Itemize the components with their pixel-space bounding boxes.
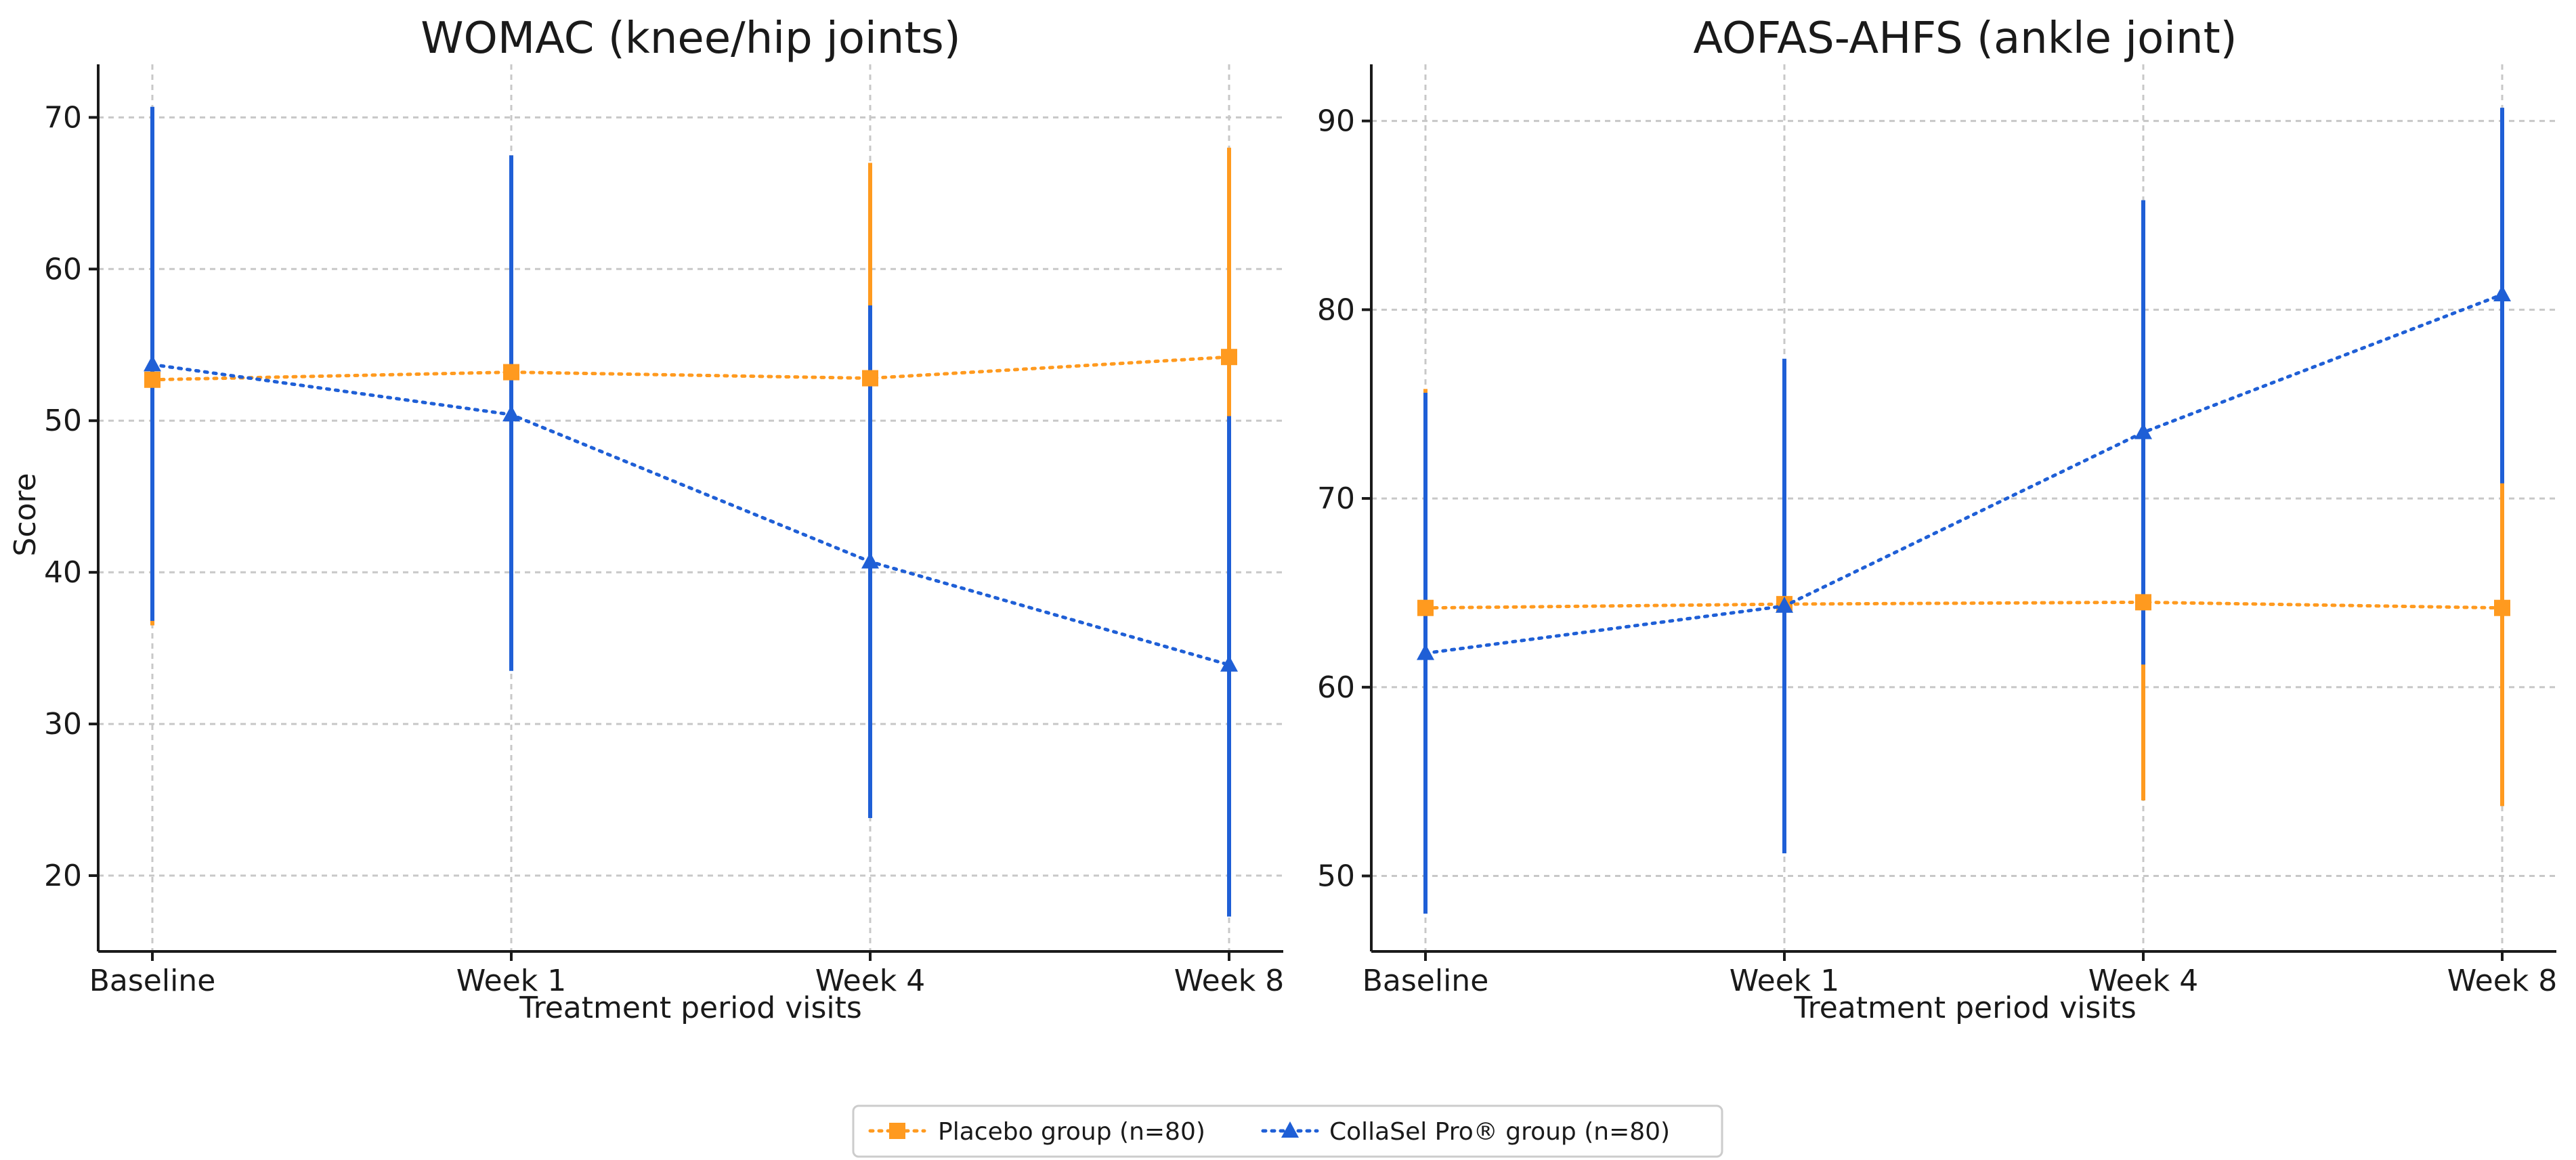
data-point-placebo bbox=[2135, 594, 2151, 611]
data-point-placebo bbox=[862, 370, 878, 387]
data-point-collasel bbox=[2134, 423, 2152, 439]
chart-panel-womac: WOMAC (knee/hip joints) Treatment period… bbox=[8, 14, 1284, 1025]
y-tick-label: 90 bbox=[1317, 104, 1355, 139]
chart-panel-aofas: AOFAS-AHFS (ankle joint) Treatment perio… bbox=[1317, 14, 2557, 1025]
legend: Placebo group (n=80) CollaSel Pro® group… bbox=[852, 1104, 1723, 1158]
data-point-collasel bbox=[1220, 655, 1238, 672]
y-axis-label: Score bbox=[8, 473, 43, 556]
data-point-collasel bbox=[2493, 285, 2511, 302]
data-point-placebo bbox=[2494, 599, 2510, 616]
plot-area: 20 30 40 50 60 70 Baseline Week 1 Week 4 Week 8 bbox=[44, 64, 1284, 998]
series-line-collasel bbox=[1423, 293, 2504, 656]
x-tick-label: Baseline bbox=[89, 964, 216, 998]
y-tick-label: 50 bbox=[1317, 859, 1355, 894]
data-point-placebo bbox=[1417, 599, 1434, 616]
data-point-collasel bbox=[861, 552, 879, 569]
series-line-collasel bbox=[150, 362, 1231, 667]
x-tick-label: Week 4 bbox=[2088, 964, 2199, 998]
legend-label-collasel: CollaSel Pro® group (n=80) bbox=[1329, 1118, 1670, 1146]
x-axis-label: Treatment period visits bbox=[1793, 991, 2137, 1025]
chart-title: AOFAS-AHFS (ankle joint) bbox=[1693, 14, 2237, 64]
y-tick-label: 50 bbox=[44, 404, 82, 438]
data-point-collasel bbox=[1417, 643, 1434, 660]
data-point-placebo bbox=[1221, 349, 1237, 366]
x-axis-label: Treatment period visits bbox=[519, 991, 862, 1025]
y-tick-label: 70 bbox=[44, 100, 82, 135]
y-tick-label: 80 bbox=[1317, 293, 1355, 327]
plot-area: 50 60 70 80 90 Baseline Week 1 Week 4 Week 8 bbox=[1317, 64, 2557, 998]
y-tick-label: 40 bbox=[44, 555, 82, 590]
y-tick-label: 60 bbox=[1317, 670, 1355, 705]
x-tick-label: Baseline bbox=[1362, 964, 1489, 998]
data-point-collasel bbox=[502, 405, 520, 422]
chart-title: WOMAC (knee/hip joints) bbox=[421, 14, 960, 64]
legend-label-placebo: Placebo group (n=80) bbox=[938, 1118, 1205, 1146]
x-tick-label: Week 8 bbox=[2447, 964, 2558, 998]
data-point-collasel bbox=[144, 355, 161, 372]
legend-marker-collasel bbox=[1281, 1121, 1299, 1138]
legend-marker-placebo bbox=[889, 1123, 905, 1139]
y-tick-label: 20 bbox=[44, 859, 82, 893]
y-tick-label: 70 bbox=[1317, 481, 1355, 516]
series-line-placebo bbox=[150, 355, 1231, 382]
y-tick-label: 60 bbox=[44, 252, 82, 286]
x-tick-label: Week 4 bbox=[815, 964, 926, 998]
series-line-placebo bbox=[1423, 600, 2504, 610]
x-tick-label: Week 1 bbox=[456, 964, 567, 998]
x-tick-label: Week 8 bbox=[1174, 964, 1285, 998]
data-point-collasel bbox=[1776, 596, 1793, 613]
y-tick-label: 30 bbox=[44, 707, 82, 742]
x-tick-label: Week 1 bbox=[1730, 964, 1840, 998]
data-point-placebo bbox=[144, 371, 160, 388]
data-point-placebo bbox=[503, 364, 519, 381]
